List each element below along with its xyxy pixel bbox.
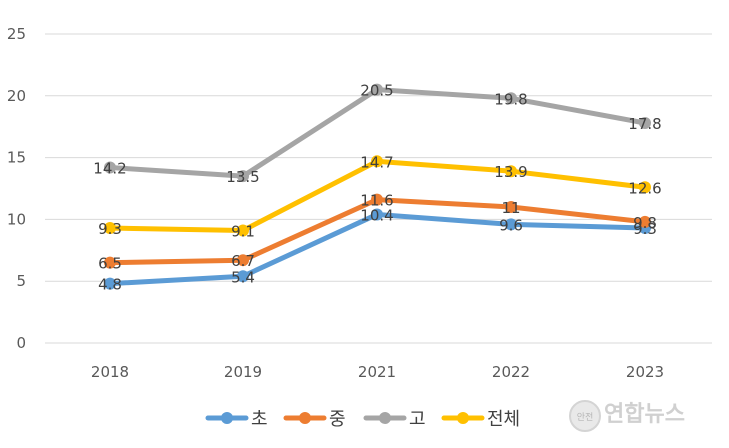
data-point xyxy=(639,116,651,129)
y-tick-label: 5 xyxy=(16,272,26,290)
legend-label: 고 xyxy=(409,409,426,430)
data-labels: 4.8 5.4 10.4 9.6 9.3 6.5 6.7 11.6 11 9.8 14.2 13.5 2… xyxy=(93,82,661,294)
data-label: 14.7 xyxy=(360,153,393,171)
data-point xyxy=(104,277,116,290)
gridlines xyxy=(45,33,712,344)
data-label: 9.1 xyxy=(231,223,255,241)
data-point xyxy=(371,193,383,206)
data-point xyxy=(237,224,249,237)
data-point xyxy=(237,254,249,267)
data-point xyxy=(505,92,517,105)
data-point xyxy=(104,161,116,174)
series-line xyxy=(107,211,648,287)
data-point xyxy=(505,201,517,214)
data-point xyxy=(104,256,116,269)
data-label: 9.3 xyxy=(633,220,657,238)
x-tick-label: 2018 xyxy=(91,363,129,381)
series-lines xyxy=(104,83,651,290)
y-tick-label: 25 xyxy=(7,25,26,43)
data-label: 9.6 xyxy=(499,216,523,234)
legend-marker xyxy=(299,412,311,424)
data-label: 20.5 xyxy=(360,82,393,100)
watermark-brand: 연합뉴스 xyxy=(604,401,685,427)
data-point xyxy=(371,155,383,168)
data-label: 5.4 xyxy=(231,268,255,286)
data-label: 4.8 xyxy=(98,276,122,294)
data-label: 10.4 xyxy=(360,206,393,224)
data-label: 11.6 xyxy=(360,192,393,210)
x-tick-label: 2021 xyxy=(358,363,396,381)
data-label: 9.3 xyxy=(98,220,122,238)
data-label: 19.8 xyxy=(494,90,527,108)
y-tick-label: 10 xyxy=(7,210,26,228)
y-tick-label: 0 xyxy=(16,334,26,352)
data-label: 13.9 xyxy=(494,163,527,181)
legend: 초 중 고 전체 xyxy=(205,409,520,430)
legend-label: 초 xyxy=(251,409,268,430)
legend-marker xyxy=(379,412,391,424)
data-label: 9.8 xyxy=(633,214,657,232)
data-point xyxy=(237,170,249,183)
legend-marker xyxy=(457,412,469,424)
data-point xyxy=(639,181,651,194)
data-label: 13.5 xyxy=(226,168,259,186)
data-label: 11 xyxy=(501,199,520,217)
data-point xyxy=(371,208,383,221)
y-tick-label: 15 xyxy=(7,149,26,167)
legend-label: 전체 xyxy=(487,409,520,430)
data-point xyxy=(505,218,517,231)
x-tick-label: 2019 xyxy=(224,363,262,381)
legend-label: 중 xyxy=(329,409,346,430)
data-label: 14.2 xyxy=(93,159,126,177)
watermark: 안전 연합뉴스 xyxy=(569,400,685,432)
x-tick-label: 2023 xyxy=(626,363,664,381)
legend-marker xyxy=(221,412,233,424)
data-point xyxy=(371,83,383,96)
data-point xyxy=(505,165,517,178)
data-point xyxy=(237,270,249,283)
data-label: 17.8 xyxy=(628,115,661,133)
data-point xyxy=(639,215,651,228)
x-axis-ticks: 2018 2019 2021 2022 2023 xyxy=(91,363,664,381)
watermark-emblem-text: 안전 xyxy=(577,412,594,423)
y-axis-ticks: 0 5 10 15 20 25 xyxy=(7,25,26,352)
data-label: 12.6 xyxy=(628,179,661,197)
y-tick-label: 20 xyxy=(7,87,26,105)
data-point xyxy=(104,222,116,235)
data-label: 6.7 xyxy=(231,252,255,270)
watermark-emblem-icon xyxy=(569,400,601,432)
x-tick-label: 2022 xyxy=(492,363,530,381)
data-label: 6.5 xyxy=(98,255,122,273)
